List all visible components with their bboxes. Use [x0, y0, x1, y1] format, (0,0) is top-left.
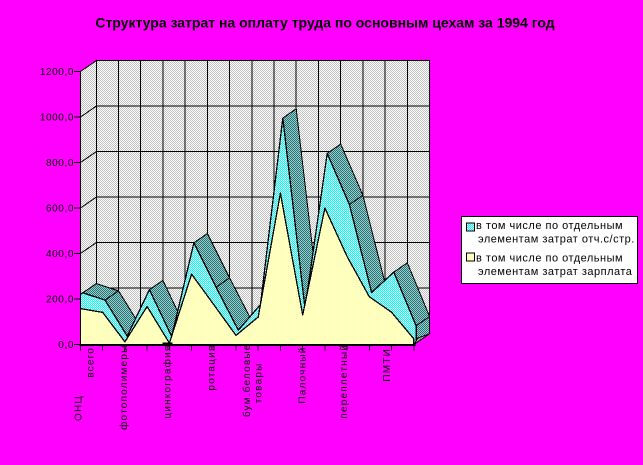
- svg-text:800,0: 800,0: [46, 158, 74, 169]
- svg-text:в том числе по отдельным: в том числе по отдельным: [476, 220, 623, 232]
- svg-text:0,0: 0,0: [58, 340, 74, 351]
- svg-text:200,0: 200,0: [46, 295, 74, 306]
- svg-text:1200,0: 1200,0: [40, 67, 74, 78]
- svg-text:переплетный: переплетный: [339, 344, 350, 419]
- svg-text:элементам затрат зарплата: элементам затрат зарплата: [478, 266, 633, 278]
- svg-text:фотополимеры: фотополимеры: [118, 345, 130, 430]
- svg-text:всего: всего: [86, 347, 97, 378]
- svg-text:ротация: ротация: [207, 345, 218, 391]
- svg-text:в том числе по отдельным: в том числе по отдельным: [476, 253, 623, 265]
- svg-text:элементам затрат отч.с/стр.: элементам затрат отч.с/стр.: [478, 234, 635, 246]
- svg-text:ПМТИ: ПМТИ: [382, 348, 393, 382]
- svg-text:ОНЦ: ОНЦ: [74, 395, 85, 421]
- svg-text:цинкография: цинкография: [162, 345, 174, 419]
- svg-text:бум.беловые: бум.беловые: [241, 344, 253, 418]
- svg-text:Структура затрат на оплату тру: Структура затрат на оплату труда по осно…: [95, 15, 554, 31]
- svg-text:Палочный: Палочный: [298, 347, 309, 404]
- svg-text:600,0: 600,0: [46, 204, 74, 215]
- svg-text:товары: товары: [254, 363, 265, 404]
- svg-text:1000,0: 1000,0: [40, 113, 74, 124]
- svg-text:400,0: 400,0: [46, 249, 74, 260]
